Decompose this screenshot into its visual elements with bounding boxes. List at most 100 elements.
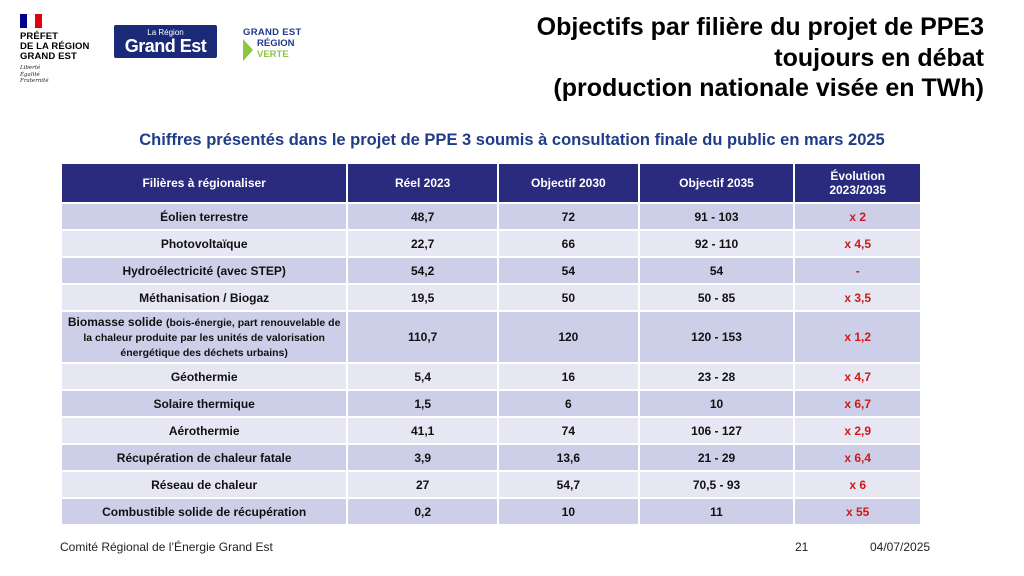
motto-egalite: Égalité <box>20 71 40 78</box>
cell-objectif-2030: 120 <box>497 310 640 364</box>
table-row: Récupération de chaleur fatale 3,9 13,6 21 … <box>59 443 922 472</box>
cell-reel-2023: 22,7 <box>346 229 500 258</box>
filiere-name: Géothermie <box>170 369 238 384</box>
cell-objectif-2035: 91 - 103 <box>637 202 796 231</box>
filiere-name: Photovoltaïque <box>160 236 248 251</box>
cell-objectif-2035: 10 <box>637 389 796 418</box>
cell-evolution: x 2 <box>793 202 922 231</box>
cell-evolution: x 6 <box>793 470 922 499</box>
table-row: Hydroélectricité (avec STEP) 54,2 54 54- <box>59 256 922 285</box>
prefet-name: PRÉFET DE LA RÉGION GRAND EST <box>20 32 110 62</box>
cell-objectif-2030: 10 <box>497 497 640 526</box>
cell-filiere: Hydroélectricité (avec STEP) <box>59 256 349 285</box>
flag-white-band <box>27 14 35 28</box>
cell-objectif-2035: 70,5 - 93 <box>637 470 796 499</box>
page-number: 21 <box>795 540 809 554</box>
ppe3-objectives-table: Filières à régionaliser Réel 2023 Object… <box>59 162 922 526</box>
cell-reel-2023: 0,2 <box>346 497 500 526</box>
cell-evolution: x 6,7 <box>793 389 922 418</box>
cell-evolution: x 2,9 <box>793 416 922 445</box>
cell-objectif-2030: 50 <box>497 283 640 312</box>
title-line-1: Objectifs par filière du projet de PPE3 <box>536 13 984 41</box>
cell-reel-2023: 3,9 <box>346 443 500 472</box>
flag-red-band <box>34 14 42 28</box>
cell-objectif-2030: 72 <box>497 202 640 231</box>
title-line-3: (production nationale visée en TWh) <box>553 74 984 102</box>
filiere-name: Hydroélectricité (avec STEP) <box>122 263 286 278</box>
footer-date: 04/07/2025 <box>870 540 931 554</box>
prefet-line-1: PRÉFET <box>20 31 59 42</box>
filiere-name: Réseau de chaleur <box>151 477 258 492</box>
cell-objectif-2030: 66 <box>497 229 640 258</box>
green-chevron-icon <box>243 39 253 61</box>
filiere-name: Solaire thermique <box>153 396 255 411</box>
cell-objectif-2035: 50 - 85 <box>637 283 796 312</box>
cell-objectif-2035: 54 <box>637 256 796 285</box>
table-body: Éolien terrestre 48,7 72 91 - 103 x 2 Photovo… <box>59 202 922 526</box>
verte-logo-line-3: VERTE <box>257 49 289 60</box>
cell-objectif-2030: 13,6 <box>497 443 640 472</box>
cell-objectif-2030: 6 <box>497 389 640 418</box>
header-objectif-2035: Objectif 2035 <box>637 162 796 204</box>
cell-filiere: Réseau de chaleur <box>59 470 349 499</box>
cell-filiere: Géothermie <box>59 362 349 391</box>
table-row: Éolien terrestre 48,7 72 91 - 103 x 2 <box>59 202 922 231</box>
cell-filiere: Photovoltaïque <box>59 229 349 258</box>
table-row: Combustible solide de récupération 0,2 10 1… <box>59 497 922 526</box>
verte-logo-line-2: RÉGION <box>257 38 295 49</box>
region-logo-big-text: Grand Est <box>124 36 207 56</box>
table-row: Aérothermie 41,1 74 106 - 127 x 2,9 <box>59 416 922 445</box>
table-row: Photovoltaïque 22,7 66 92 - 110 x 4,5 <box>59 229 922 258</box>
filiere-name: Méthanisation / Biogaz <box>139 290 270 305</box>
table-row: Biomasse solide (bois-énergie, part reno… <box>59 310 922 364</box>
table-row: Solaire thermique 1,5 6 10 x 6,7 <box>59 389 922 418</box>
table-row: Réseau de chaleur 27 54,7 70,5 - 93 x 6 <box>59 470 922 499</box>
cell-reel-2023: 41,1 <box>346 416 500 445</box>
header-evolution: Évolution 2023/2035 <box>793 162 922 204</box>
cell-objectif-2035: 23 - 28 <box>637 362 796 391</box>
header-objectif-2030: Objectif 2030 <box>497 162 640 204</box>
cell-filiere: Aérothermie <box>59 416 349 445</box>
motto-fraternite: Fraternité <box>20 78 49 84</box>
region-grand-est-logo: La Région Grand Est <box>114 25 217 58</box>
cell-objectif-2035: 106 - 127 <box>637 416 796 445</box>
slide-title: Objectifs par filière du projet de PPE3 … <box>424 12 984 104</box>
cell-reel-2023: 1,5 <box>346 389 500 418</box>
cell-filiere: Éolien terrestre <box>59 202 349 231</box>
slide-subtitle: Chiffres présentés dans le projet de PPE… <box>139 131 885 149</box>
cell-evolution: x 4,5 <box>793 229 922 258</box>
cell-reel-2023: 27 <box>346 470 500 499</box>
cell-objectif-2035: 92 - 110 <box>637 229 796 258</box>
cell-evolution: x 1,2 <box>793 310 922 364</box>
cell-filiere: Biomasse solide (bois-énergie, part reno… <box>59 310 349 364</box>
cell-filiere: Solaire thermique <box>59 389 349 418</box>
table-header-row: Filières à régionaliser Réel 2023 Object… <box>59 162 922 204</box>
cell-filiere: Combustible solide de récupération <box>59 497 349 526</box>
filiere-note: (bois-énergie, part renouvelable de la c… <box>83 316 341 359</box>
cell-evolution: x 3,5 <box>793 283 922 312</box>
cell-objectif-2035: 11 <box>637 497 796 526</box>
header-reel-2023: Réel 2023 <box>346 162 500 204</box>
cell-objectif-2030: 16 <box>497 362 640 391</box>
cell-objectif-2035: 120 - 153 <box>637 310 796 364</box>
filiere-name: Combustible solide de récupération <box>102 504 307 519</box>
filiere-name: Récupération de chaleur fatale <box>116 450 292 465</box>
french-flag-icon <box>20 14 42 28</box>
cell-filiere: Méthanisation / Biogaz <box>59 283 349 312</box>
table-row: Méthanisation / Biogaz 19,5 50 50 - 85 x 3,5 <box>59 283 922 312</box>
prefet-logo: PRÉFET DE LA RÉGION GRAND EST Liberté Ég… <box>20 14 110 85</box>
cell-reel-2023: 48,7 <box>346 202 500 231</box>
republic-motto: Liberté Égalité Fraternité <box>20 65 110 85</box>
flag-blue-band <box>20 14 28 28</box>
header-filiere: Filières à régionaliser <box>59 162 349 204</box>
cell-reel-2023: 110,7 <box>346 310 500 364</box>
footer-organisation: Comité Régional de l’Énergie Grand Est <box>60 540 273 554</box>
title-line-2: toujours en débat <box>774 43 984 72</box>
cell-filiere: Récupération de chaleur fatale <box>59 443 349 472</box>
region-verte-logo: GRAND EST RÉGION VERTE <box>243 27 323 61</box>
table-row: Géothermie 5,4 16 23 - 28 x 4,7 <box>59 362 922 391</box>
cell-reel-2023: 5,4 <box>346 362 500 391</box>
verte-logo-line-1: GRAND EST <box>243 27 302 38</box>
region-logo-small-text: La Région <box>147 28 184 37</box>
cell-reel-2023: 19,5 <box>346 283 500 312</box>
